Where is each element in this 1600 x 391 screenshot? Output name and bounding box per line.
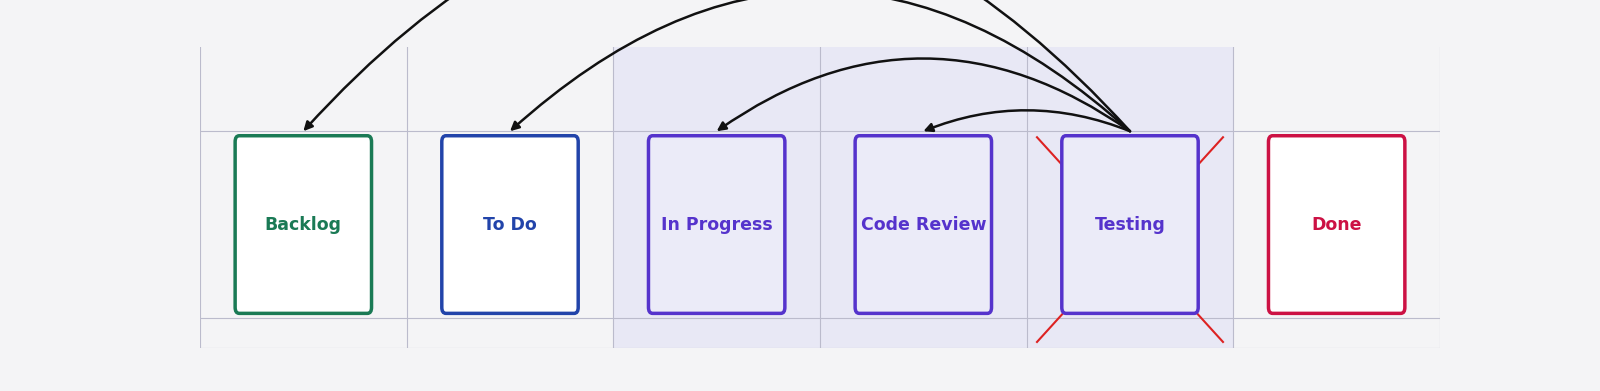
FancyBboxPatch shape <box>854 136 992 313</box>
Text: Backlog: Backlog <box>266 215 342 233</box>
Text: Testing: Testing <box>1094 215 1165 233</box>
FancyBboxPatch shape <box>1062 136 1198 313</box>
FancyBboxPatch shape <box>1269 136 1405 313</box>
Bar <box>613 47 819 348</box>
FancyBboxPatch shape <box>235 136 371 313</box>
Text: Done: Done <box>1312 215 1362 233</box>
Bar <box>819 47 1027 348</box>
Bar <box>1027 47 1234 348</box>
FancyBboxPatch shape <box>648 136 786 313</box>
Text: Code Review: Code Review <box>861 215 986 233</box>
FancyBboxPatch shape <box>442 136 578 313</box>
Text: To Do: To Do <box>483 215 538 233</box>
Text: In Progress: In Progress <box>661 215 773 233</box>
